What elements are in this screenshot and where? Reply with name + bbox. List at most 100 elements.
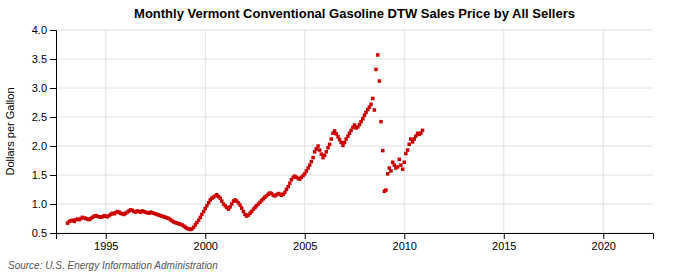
point (240, 206, 244, 210)
y-tick-mark (50, 175, 56, 176)
y-axis-line (50, 31, 57, 234)
point (326, 146, 330, 150)
point (421, 129, 425, 133)
grid-line-y (56, 175, 653, 176)
y-tick-mark (50, 88, 56, 89)
y-tick-label: 1.0 (32, 198, 47, 210)
y-axis: 0.5 1.0 1.5 2.0 2.5 3.0 3.5 4.0 (32, 24, 57, 239)
grid-line-y (56, 146, 653, 147)
x-tick-mark (404, 233, 405, 239)
point (310, 160, 314, 164)
y-tick-label: 1.5 (32, 169, 47, 181)
grid-line-x (105, 30, 106, 233)
y-tick: 3.5 (32, 53, 56, 65)
grid-line-x (404, 30, 405, 233)
point (374, 68, 378, 72)
grid-line-y (56, 204, 653, 205)
point (376, 53, 380, 57)
y-tick-mark (50, 59, 56, 60)
point (407, 143, 411, 147)
x-tick: 2020 (592, 233, 616, 252)
point (308, 163, 312, 167)
point (406, 148, 410, 152)
point (369, 102, 373, 106)
grid-line-x (304, 30, 305, 233)
x-axis-line (57, 234, 654, 240)
point (288, 181, 292, 185)
y-tick: 3.0 (32, 82, 56, 94)
point (371, 97, 375, 101)
point (404, 152, 408, 156)
y-axis-title: Dollars per Gallon (4, 87, 16, 175)
point (384, 188, 388, 192)
point (401, 167, 405, 171)
grid-line-x (205, 30, 206, 233)
point (399, 163, 403, 167)
point (316, 144, 320, 148)
x-tick: 2010 (393, 233, 417, 252)
x-tick-label: 2020 (592, 240, 616, 252)
y-tick: 1.5 (32, 169, 56, 181)
point (318, 148, 322, 152)
point (398, 158, 402, 162)
grid-line-x (603, 30, 604, 233)
x-tick-mark (603, 233, 604, 239)
x-tick-mark (106, 233, 107, 239)
y-tick-label: 2.0 (32, 140, 47, 152)
x-tick-mark (504, 233, 505, 239)
x-tick: 1995 (94, 233, 118, 252)
grid-line-y (56, 117, 653, 118)
grid-line-x (503, 30, 504, 233)
point (323, 154, 327, 158)
point (343, 141, 347, 145)
y-tick: 2.5 (32, 111, 56, 123)
title: Monthly Vermont Conventional Gasoline DT… (134, 6, 575, 21)
point (389, 169, 393, 173)
y-tick-label: 3.0 (32, 82, 47, 94)
point (373, 108, 377, 112)
y-tick-mark (50, 117, 56, 118)
y-tick: 4.0 (32, 24, 56, 36)
y-tick-label: 3.5 (32, 53, 47, 65)
point (361, 117, 365, 121)
point (403, 160, 407, 164)
point (324, 150, 328, 154)
grid-line-y (56, 59, 653, 60)
y-tick-mark (50, 146, 56, 147)
y-tick-label: 4.0 (32, 24, 47, 36)
x-tick-label: 2015 (492, 240, 516, 252)
x-tick-label: 2010 (393, 240, 417, 252)
y-tick: 2.0 (32, 140, 56, 152)
point (378, 79, 382, 83)
grid-line-y (56, 88, 653, 89)
y-tick-mark (50, 204, 56, 205)
point (381, 149, 385, 153)
y-tick-label: 2.5 (32, 111, 47, 123)
x-tick-label: 2005 (293, 240, 317, 252)
x-axis: 1995 2000 2005 2010 2015 2020 (57, 233, 654, 252)
points (66, 53, 425, 231)
plot-area: 1995 2000 2005 2010 2015 2020 0.5 1.0 1.5 2.0 2.5 3… (32, 24, 654, 252)
grid (56, 30, 653, 233)
chart: 1995 2000 2005 2010 2015 2020 0.5 1.0 1.5 2.0 2.5 3… (0, 0, 675, 275)
y-tick-mark (50, 233, 56, 234)
point (329, 137, 333, 141)
x-tick: 2005 (293, 233, 317, 252)
point (286, 185, 290, 189)
point (396, 165, 400, 169)
point (386, 172, 390, 176)
x-tick-label: 2000 (194, 240, 218, 252)
x-tick-mark (305, 233, 306, 239)
x-tick: 2000 (194, 233, 218, 252)
y-tick: 1.0 (32, 198, 56, 210)
y-tick: 0.5 (32, 227, 56, 239)
x-tick-label: 1995 (94, 240, 118, 252)
point (379, 120, 383, 124)
y-tick-mark (50, 30, 56, 31)
point (320, 152, 324, 156)
grid-line-y (56, 30, 653, 31)
x-tick-mark (205, 233, 206, 239)
point (311, 156, 315, 160)
point (328, 143, 332, 147)
y-tick-label: 0.5 (32, 227, 47, 239)
